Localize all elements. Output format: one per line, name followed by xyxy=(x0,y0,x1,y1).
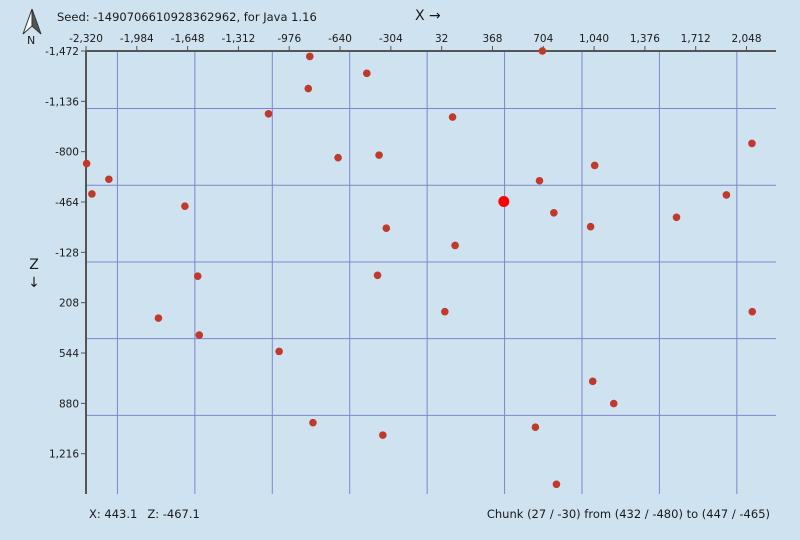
structure-marker[interactable] xyxy=(609,399,618,408)
z-axis-arrow: ↓ xyxy=(28,275,40,291)
z-tick-label: -1,136 xyxy=(45,96,79,108)
z-tick-label: -800 xyxy=(55,147,79,159)
structure-marker[interactable] xyxy=(309,418,317,427)
axis-layer xyxy=(85,50,776,494)
structure-marker[interactable] xyxy=(195,331,204,339)
z-tick-label: -128 xyxy=(55,247,79,259)
structure-marker[interactable] xyxy=(441,307,449,316)
structure-marker[interactable] xyxy=(379,431,387,439)
structure-marker[interactable] xyxy=(373,271,382,280)
x-tick-label: -1,984 xyxy=(120,33,154,45)
structure-marker[interactable] xyxy=(154,314,163,322)
structure-marker[interactable] xyxy=(334,153,342,162)
structure-marker[interactable] xyxy=(590,161,599,170)
compass-north-arrow-icon xyxy=(18,8,46,48)
z-tick-label: 1,216 xyxy=(49,449,79,461)
structure-marker[interactable] xyxy=(535,176,544,185)
structure-marker[interactable] xyxy=(375,151,383,159)
structure-markers xyxy=(82,47,757,489)
structure-marker[interactable] xyxy=(672,213,681,222)
structure-marker[interactable] xyxy=(531,423,540,431)
cursor-coordinates: X: 443.1 Z: -467.1 xyxy=(89,507,200,521)
grid-layer xyxy=(86,51,776,494)
structure-marker[interactable] xyxy=(105,175,113,184)
x-tick-label: 1,040 xyxy=(579,33,609,45)
z-coordinate: Z: -467.1 xyxy=(147,507,200,521)
x-coordinate: X: 443.1 xyxy=(89,507,138,521)
x-tick-label: 704 xyxy=(533,33,553,45)
z-tick-label: 544 xyxy=(59,348,79,360)
x-axis-label: X → xyxy=(415,8,441,24)
x-tick-label: 1,712 xyxy=(681,33,711,45)
player-position-marker[interactable] xyxy=(498,196,510,208)
chunk-info: Chunk (27 / -30) from (432 / -480) to (4… xyxy=(486,507,770,521)
structure-marker[interactable] xyxy=(306,52,314,61)
structure-marker[interactable] xyxy=(382,224,391,233)
z-tick-label: -464 xyxy=(55,197,79,209)
structure-marker[interactable] xyxy=(181,202,189,211)
structure-marker[interactable] xyxy=(748,307,757,316)
north-label: N xyxy=(27,34,36,47)
structure-marker[interactable] xyxy=(550,208,558,217)
z-tick-label: 880 xyxy=(59,398,79,410)
structure-marker[interactable] xyxy=(538,47,547,55)
structure-marker[interactable] xyxy=(304,84,313,93)
seed-label: Seed: -1490706610928362962, for Java 1.1… xyxy=(57,10,317,24)
structure-marker[interactable] xyxy=(722,191,731,199)
structure-marker[interactable] xyxy=(448,113,457,121)
x-tick-label: -304 xyxy=(379,33,403,45)
structure-marker[interactable] xyxy=(193,272,202,280)
structure-marker[interactable] xyxy=(588,377,597,386)
structure-marker[interactable] xyxy=(586,222,595,231)
z-axis-label: Z ↓ xyxy=(27,256,41,292)
tick-labels: -2,320 -1,984 -1,648 -1,312 -976 -640 -304 32 36… xyxy=(45,33,761,461)
x-tick-label: -640 xyxy=(328,33,352,45)
x-tick-label: 2,048 xyxy=(731,33,761,45)
z-axis-letter: Z xyxy=(29,257,39,273)
z-tick-label: -1,472 xyxy=(45,46,79,58)
structure-marker[interactable] xyxy=(88,190,96,198)
x-tick-label: -1,312 xyxy=(221,33,255,45)
x-tick-label: 1,376 xyxy=(630,33,660,45)
structure-marker[interactable] xyxy=(363,69,371,78)
x-tick-label: -2,320 xyxy=(69,33,103,45)
structure-marker[interactable] xyxy=(748,139,756,148)
structure-marker[interactable] xyxy=(82,159,91,168)
z-tick-label: 208 xyxy=(59,298,79,310)
x-tick-label: 368 xyxy=(482,33,502,45)
structure-marker[interactable] xyxy=(552,480,561,489)
x-tick-label: -1,648 xyxy=(171,33,205,45)
x-tick-label: -976 xyxy=(277,33,301,45)
structure-marker[interactable] xyxy=(264,109,273,118)
structure-marker[interactable] xyxy=(275,347,283,356)
x-tick-label: 32 xyxy=(435,33,448,45)
structure-marker[interactable] xyxy=(451,241,459,250)
